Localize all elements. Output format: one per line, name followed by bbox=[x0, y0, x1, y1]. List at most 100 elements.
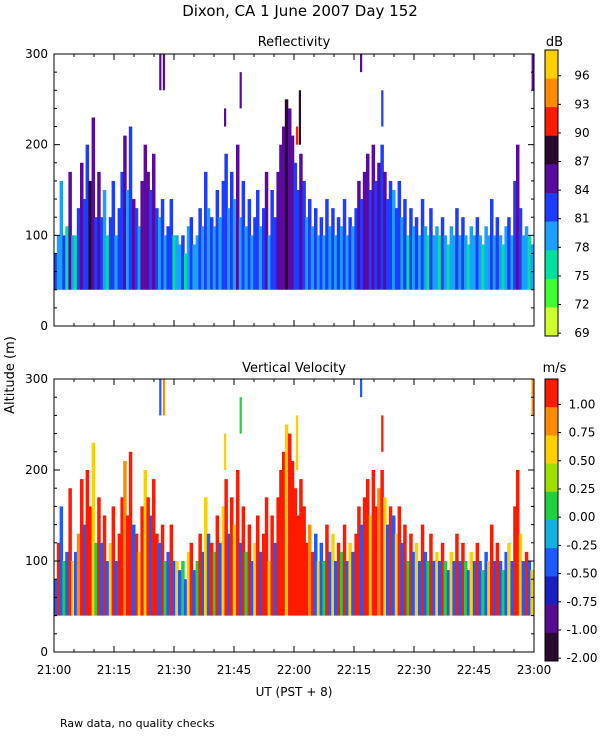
reflectivity-echo bbox=[162, 54, 165, 91]
vertical-velocity-column bbox=[420, 524, 425, 616]
vertical-velocity-column bbox=[469, 551, 474, 616]
vertical-velocity-column bbox=[507, 542, 511, 616]
vertical-velocity-column bbox=[238, 542, 243, 616]
reflectivity-column bbox=[56, 235, 61, 290]
reflectivity-column bbox=[510, 235, 514, 290]
vertical-velocity-column bbox=[414, 542, 419, 616]
reflectivity-column bbox=[186, 226, 191, 290]
reflectivity-column bbox=[481, 244, 485, 290]
reflectivity-column bbox=[446, 244, 451, 290]
reflectivity-echo bbox=[159, 54, 162, 91]
reflectivity-column bbox=[215, 190, 220, 290]
vertical-velocity-column bbox=[178, 570, 182, 616]
vertical-velocity-column bbox=[484, 551, 488, 616]
vertical-velocity-column bbox=[97, 497, 101, 616]
vertical-velocity-column bbox=[406, 561, 410, 616]
vertical-velocity-column bbox=[282, 451, 286, 616]
x-tick-label: 23:00 bbox=[517, 663, 552, 677]
reflectivity-column bbox=[267, 235, 272, 290]
x-tick-label: 21:45 bbox=[217, 663, 252, 677]
reflectivity-column bbox=[88, 180, 92, 290]
vertical-velocity-column bbox=[388, 506, 393, 616]
reflectivity-column bbox=[91, 117, 96, 290]
colorbar-label: -0.50 bbox=[566, 567, 597, 581]
vertical-velocity-column bbox=[82, 524, 87, 616]
vertical-velocity-column bbox=[342, 524, 347, 616]
reflectivity-column bbox=[126, 190, 130, 290]
vertical-velocity-column bbox=[236, 470, 240, 616]
reflectivity-column bbox=[299, 153, 303, 290]
vertical-velocity-column bbox=[498, 561, 503, 616]
x-tick-label: 22:45 bbox=[457, 663, 492, 677]
vertical-velocity-column bbox=[59, 506, 64, 616]
vertical-velocity-column bbox=[198, 533, 202, 616]
reflectivity-column bbox=[100, 217, 104, 290]
vertical-velocity-column bbox=[241, 506, 246, 616]
colorbar-swatch bbox=[545, 107, 558, 137]
reflectivity-column bbox=[218, 217, 222, 290]
y-tick-label: 300 bbox=[25, 372, 48, 386]
reflectivity-column bbox=[117, 208, 122, 290]
vertical-velocity-echo bbox=[239, 397, 242, 434]
reflectivity-column bbox=[284, 99, 289, 290]
reflectivity-column bbox=[524, 226, 529, 290]
vertical-velocity-echo bbox=[224, 433, 227, 470]
vertical-velocity-column bbox=[253, 542, 257, 616]
vertical-velocity-column bbox=[351, 551, 355, 616]
vertical-velocity-column bbox=[126, 515, 130, 616]
reflectivity-column bbox=[146, 171, 150, 290]
vertical-velocity-column bbox=[501, 570, 506, 616]
y-axis-label: Altitude (m) bbox=[3, 336, 18, 414]
vertical-velocity-column bbox=[258, 551, 263, 616]
reflectivity-column bbox=[438, 235, 442, 290]
vertical-velocity-column bbox=[210, 542, 214, 616]
reflectivity-column bbox=[238, 217, 243, 290]
reflectivity-column bbox=[258, 226, 263, 290]
reflectivity-column bbox=[106, 235, 110, 290]
vertical-velocity-column bbox=[146, 497, 150, 616]
vertical-velocity-column bbox=[279, 470, 283, 616]
reflectivity-column bbox=[114, 235, 118, 290]
vertical-velocity-column bbox=[184, 579, 188, 616]
vertical-velocity-column bbox=[128, 451, 133, 616]
reflectivity-column bbox=[227, 208, 231, 290]
colorbar-label: 0.50 bbox=[569, 454, 596, 468]
vertical-velocity-column bbox=[435, 551, 439, 616]
reflectivity-column bbox=[426, 235, 430, 290]
reflectivity-column bbox=[501, 244, 506, 290]
colorbar-label: -1.00 bbox=[566, 623, 597, 637]
vertical-velocity-column bbox=[204, 497, 208, 616]
vertical-velocity-column bbox=[256, 515, 260, 616]
y-tick-label: 200 bbox=[25, 138, 48, 152]
reflectivity-column bbox=[204, 171, 208, 290]
colorbar-label: 75 bbox=[574, 269, 589, 283]
colorbar-label: 0.00 bbox=[569, 510, 596, 524]
vertical-velocity-column bbox=[310, 551, 315, 616]
vertical-velocity-column bbox=[201, 551, 205, 616]
reflectivity-column bbox=[530, 244, 534, 290]
reflectivity-column bbox=[478, 235, 482, 290]
vertical-velocity-column bbox=[383, 497, 387, 616]
reflectivity-column bbox=[449, 226, 454, 290]
colorbar-swatch bbox=[545, 632, 558, 662]
reflectivity-column bbox=[342, 199, 347, 290]
vertical-velocity-column bbox=[149, 515, 153, 616]
vertical-velocity-column bbox=[412, 551, 416, 616]
colorbar-swatch bbox=[545, 379, 558, 408]
reflectivity-column bbox=[452, 235, 456, 290]
reflectivity-column bbox=[435, 226, 439, 290]
vertical-velocity-column bbox=[158, 542, 162, 616]
vertical-velocity-column bbox=[299, 479, 303, 616]
reflectivity-column bbox=[518, 208, 523, 290]
reflectivity-column bbox=[264, 171, 269, 290]
reflectivity-column bbox=[76, 208, 81, 290]
reflectivity-column bbox=[85, 144, 90, 290]
reflectivity-column bbox=[71, 235, 75, 290]
reflectivity-column bbox=[348, 217, 352, 290]
vertical-velocity-column bbox=[409, 533, 413, 616]
vertical-velocity-column bbox=[108, 542, 113, 616]
reflectivity-column bbox=[331, 208, 335, 290]
vertical-velocity-echo bbox=[381, 415, 384, 452]
y-tick-label: 0 bbox=[40, 319, 48, 333]
